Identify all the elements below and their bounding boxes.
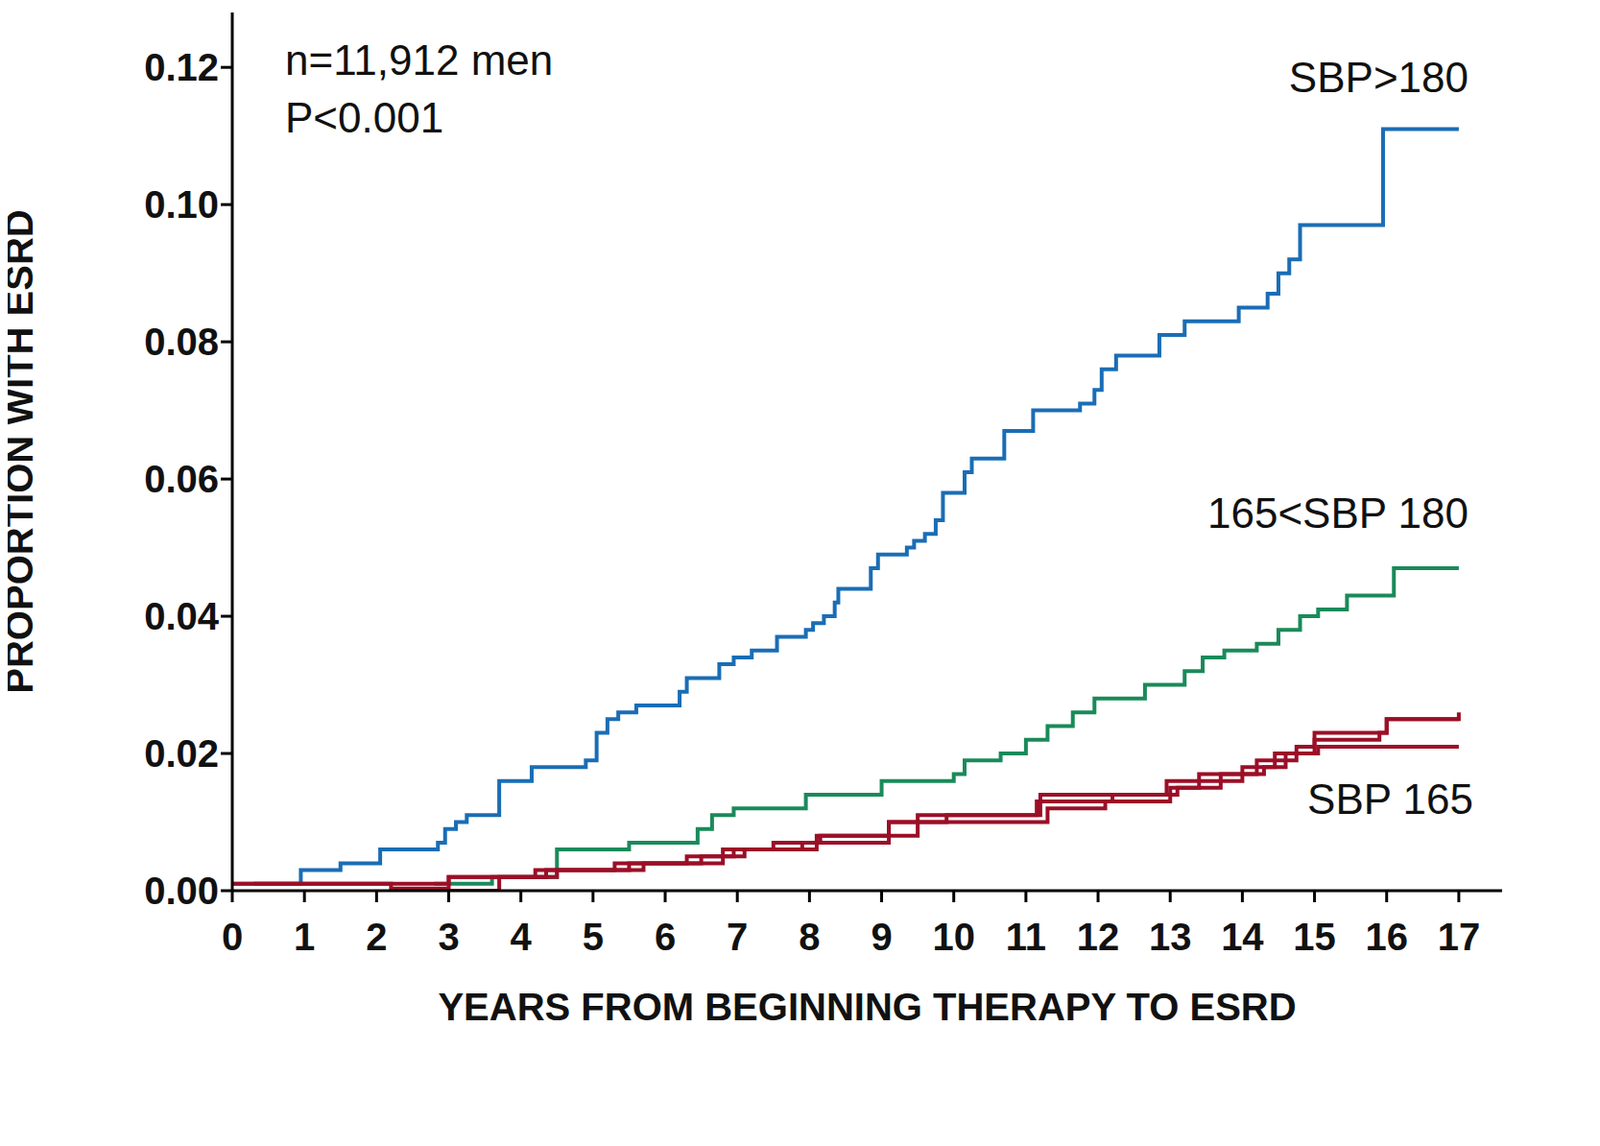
svg-text:0.12: 0.12 — [143, 46, 219, 89]
html-text:n=11,912 men: n=11,912 men — [285, 36, 554, 84]
html-text:SBP>180: SBP>180 — [1288, 53, 1469, 101]
svg-text:1: 1 — [293, 915, 315, 958]
svg-text:3: 3 — [437, 915, 459, 958]
svg-text:2: 2 — [365, 915, 387, 958]
svg-text:0.08: 0.08 — [143, 320, 219, 363]
svg-text:15: 15 — [1292, 915, 1337, 958]
svg-text:0.10: 0.10 — [143, 183, 219, 226]
svg-text:13: 13 — [1148, 915, 1193, 958]
svg-text:0.06: 0.06 — [143, 457, 219, 501]
svg-text:12: 12 — [1076, 915, 1121, 958]
html-text:165<SBP 180: 165<SBP 180 — [1207, 489, 1469, 537]
svg-text:10: 10 — [931, 915, 976, 958]
svg-text:0.02: 0.02 — [143, 732, 219, 775]
html-text:SBP 165: SBP 165 — [1307, 775, 1474, 823]
svg-text:6: 6 — [654, 915, 676, 958]
svg-text:11: 11 — [1005, 915, 1047, 958]
svg-text:16: 16 — [1364, 915, 1409, 958]
svg-text:0.00: 0.00 — [143, 869, 219, 912]
svg-text:14: 14 — [1220, 915, 1265, 958]
html-text:P<0.001: P<0.001 — [285, 94, 444, 142]
svg-text:0: 0 — [221, 915, 243, 958]
svg-text:7: 7 — [726, 915, 748, 958]
svg-text:8: 8 — [798, 915, 820, 958]
svg-text:4: 4 — [510, 915, 533, 958]
svg-text:9: 9 — [870, 915, 892, 958]
svg-text:5: 5 — [582, 915, 604, 958]
svg-text:17: 17 — [1437, 915, 1481, 958]
svg-text:YEARS FROM BEGINNING THERAPY T: YEARS FROM BEGINNING THERAPY TO ESRD — [437, 985, 1296, 1028]
svg-text:0.04: 0.04 — [143, 595, 220, 638]
svg-text:PROPORTION WITH ESRD: PROPORTION WITH ESRD — [7, 209, 41, 693]
